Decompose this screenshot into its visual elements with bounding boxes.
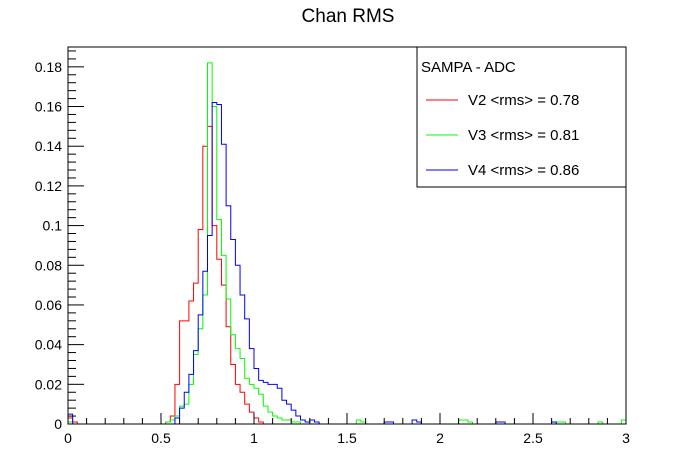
y-tick-label: 0.14 [35,138,62,154]
chart-title: Chan RMS [302,6,395,27]
legend-label: V2 <rms> = 0.78 [468,92,579,109]
legend-label: V3 <rms> = 0.81 [468,127,579,144]
x-tick-label: 0.5 [151,430,171,446]
y-tick-label: 0.12 [35,178,62,194]
y-tick-label: 0.06 [35,297,62,313]
x-tick-label: 0 [64,430,72,446]
x-tick-label: 2.5 [523,430,543,446]
x-tick-label: 3 [622,430,630,446]
x-tick-label: 2 [436,430,444,446]
legend-box [416,46,627,188]
y-tick-label: 0.16 [35,99,62,115]
y-tick-label: 0.02 [35,376,62,392]
y-tick-label: 0 [54,416,62,432]
x-tick-label: 1 [250,430,258,446]
legend-header: SAMPA - ADC [421,59,516,76]
y-tick-label: 0.18 [35,59,62,75]
legend-label: V4 <rms> = 0.86 [468,162,579,179]
axis-layer: 0 0.5 1 1.5 2 2.5 3 0 0.02 0.04 0.06 0.08 0.1 0.12 0.1… [35,50,630,446]
y-tick-label: 0.1 [43,218,63,234]
y-tick-label: 0.04 [35,337,62,353]
legend: SAMPA - ADC V2 <rms> = 0.78 V3 <rms> = 0.… [416,46,627,188]
legend-entries: V2 <rms> = 0.78 V3 <rms> = 0.81 V4 <rms> =… [426,92,579,179]
x-tick-label: 1.5 [337,430,357,446]
y-tick-label: 0.08 [35,257,62,273]
